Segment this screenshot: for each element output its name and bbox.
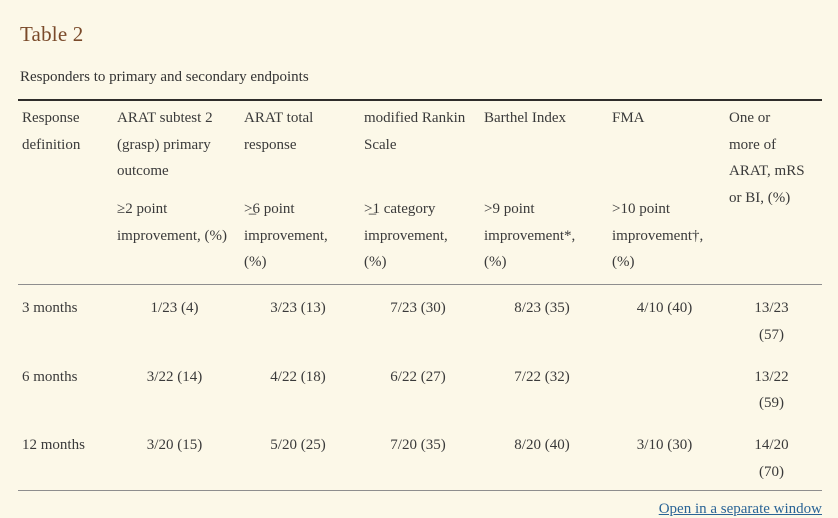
col-header-arat-total: ARAT total response — [244, 110, 314, 153]
col-subheader-barthel-index: >9 point improvement*, (%) — [484, 201, 576, 271]
value-cell: 3/20 (15) — [146, 436, 203, 453]
col-header-modified-rankin: modified Rankin Scale — [364, 110, 466, 153]
table-caption: Responders to primary and secondary endp… — [20, 69, 309, 85]
value-cell: 14/20 (70) — [754, 436, 789, 480]
table-row-6-months: 6 months 3/22 (14) 4/22 (18) 6/22 (27) 7… — [18, 354, 822, 422]
header-row-thresholds: ≥2 point improvement, (%) >̲6 point impr… — [18, 189, 822, 285]
value-cell: 4/10 (40) — [636, 300, 693, 317]
col-subheader-fma: >10 point improvement†, (%) — [612, 201, 704, 271]
col-header-one-or-more: One or more of ARAT, mRS or BI, (%) — [729, 110, 805, 207]
col-subheader-arat-total: >̲6 point improvement, (%) — [244, 201, 328, 271]
table-footer: Open in a separate window — [18, 500, 822, 518]
value-cell: 7/23 (30) — [390, 300, 446, 317]
row-label-cell: 3 months — [22, 300, 78, 317]
value-cell: 3/22 (14) — [146, 368, 203, 385]
page-title: Table 2 — [20, 22, 84, 46]
value-cell: 3/10 (30) — [636, 436, 693, 453]
col-subheader-modified-rankin: >̲1 category improvement, (%) — [364, 201, 448, 271]
table-row-12-months: 12 months 3/20 (15) 5/20 (25) 7/20 (35) … — [18, 422, 822, 491]
value-cell: 1/23 (4) — [150, 300, 199, 317]
col-header-arat-subtest-2: ARAT subtest 2 (grasp) primary outcome — [117, 110, 213, 180]
value-cell: 3/23 (13) — [270, 300, 326, 317]
table-header: Response definition ARAT subtest 2 (gras… — [18, 100, 822, 285]
table-row-3-months: 3 months 1/23 (4) 3/23 (13) 7/23 (30) 8/… — [18, 285, 822, 354]
value-cell: 13/23 (57) — [754, 300, 789, 343]
value-cell: 13/22 (59) — [754, 368, 789, 412]
value-cell: 7/20 (35) — [390, 436, 446, 453]
value-cell — [608, 354, 725, 422]
value-cell: 7/22 (32) — [514, 368, 570, 385]
value-cell: 4/22 (18) — [270, 368, 326, 385]
row-label-cell: 12 months — [22, 436, 85, 453]
value-cell: 8/20 (40) — [514, 436, 570, 453]
value-cell: 8/23 (35) — [514, 300, 570, 317]
value-cell: 6/22 (27) — [390, 368, 446, 385]
open-in-separate-window-link[interactable]: Open in a separate window — [658, 501, 822, 518]
col-header-response-definition: Response definition — [22, 110, 81, 153]
table-body: 3 months 1/23 (4) 3/23 (13) 7/23 (30) 8/… — [18, 285, 822, 491]
row-label-cell: 6 months — [22, 368, 78, 385]
header-row-main: Response definition ARAT subtest 2 (gras… — [18, 100, 822, 206]
responders-table: Response definition ARAT subtest 2 (gras… — [18, 99, 822, 492]
col-header-barthel-index: Barthel Index — [484, 110, 567, 126]
value-cell: 5/20 (25) — [270, 436, 326, 453]
col-subheader-arat-subtest-2: ≥2 point improvement, (%) — [117, 201, 227, 244]
col-header-fma: FMA — [612, 110, 645, 126]
